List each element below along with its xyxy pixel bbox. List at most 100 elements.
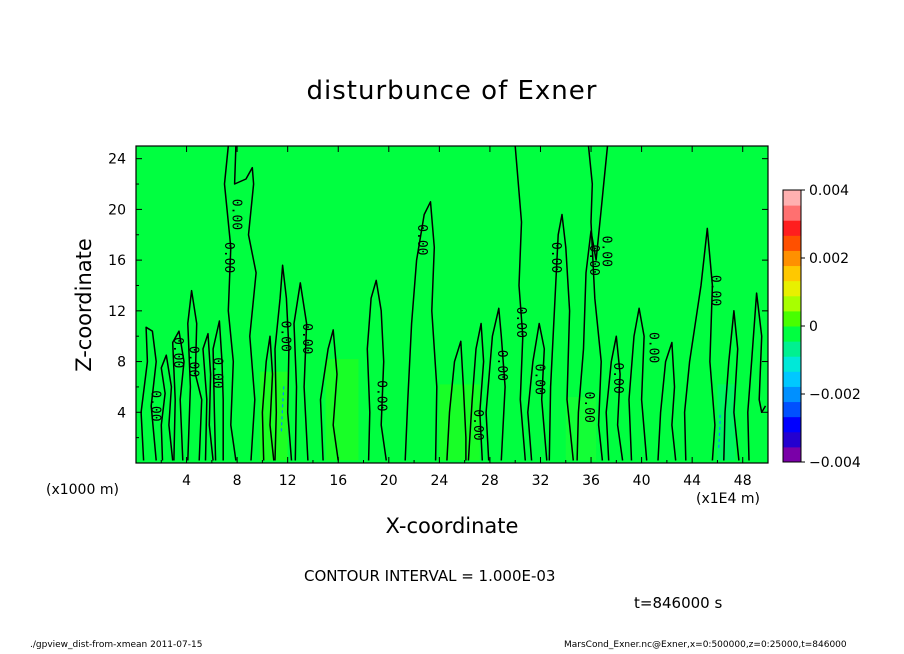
y-tick-label: 20 bbox=[108, 202, 126, 218]
colorbar-swatch bbox=[783, 310, 801, 327]
contour-label: 0.00 bbox=[645, 332, 660, 363]
contour-label: 0.00 bbox=[610, 362, 625, 393]
contour-label: 0.00 bbox=[228, 199, 243, 230]
colorbar-tick-label: −0.004 bbox=[809, 455, 861, 471]
colorbar: 0.004 0.002 0 −0.002 −0.004 bbox=[782, 183, 861, 471]
contour-label: 0.00 bbox=[278, 321, 293, 352]
contour-line bbox=[657, 341, 677, 461]
contour-line bbox=[274, 264, 293, 461]
contour-line bbox=[212, 320, 224, 461]
contour-label: 0.00 bbox=[147, 390, 162, 421]
x-tick-label: 32 bbox=[532, 473, 550, 489]
contour-label: 0.00 bbox=[221, 242, 236, 273]
contour-line bbox=[319, 329, 339, 461]
x-tick-label: 48 bbox=[734, 473, 752, 489]
colorbar-tick-label: 0.002 bbox=[809, 251, 849, 267]
x-tick-label: 12 bbox=[279, 473, 297, 489]
contour-label: 0.00 bbox=[299, 323, 314, 354]
contour-label: 0.00 bbox=[586, 244, 601, 275]
colorbar-swatch bbox=[783, 401, 801, 418]
contour-line bbox=[587, 145, 604, 461]
contour-line bbox=[548, 213, 575, 461]
colorbar-swatch bbox=[783, 431, 801, 448]
negative-contour-line bbox=[718, 412, 721, 448]
colorbar-swatch bbox=[783, 205, 801, 221]
colorbar-swatch bbox=[783, 371, 801, 387]
x-tick-label: 24 bbox=[430, 473, 448, 489]
y-tick-label: 8 bbox=[117, 355, 126, 371]
colorbar-swatch bbox=[783, 265, 801, 282]
contour-line bbox=[202, 332, 214, 461]
contour-line bbox=[446, 340, 467, 461]
contour-label: 0.00 bbox=[185, 346, 200, 377]
plot-frame bbox=[135, 145, 769, 464]
contour-line bbox=[293, 282, 309, 461]
contour-line bbox=[160, 354, 174, 461]
contour-line bbox=[171, 330, 185, 461]
contour-label: 0.00 bbox=[707, 275, 722, 306]
contour-label: 0.00 bbox=[513, 307, 528, 338]
contour-label: 0.00 bbox=[599, 236, 614, 267]
contour-line bbox=[223, 145, 237, 461]
y-tick-label: 4 bbox=[117, 405, 126, 421]
y-tick-label: 12 bbox=[108, 304, 126, 320]
contour-label: 0.00 bbox=[548, 242, 563, 273]
contour-line bbox=[683, 227, 716, 461]
contour-line bbox=[404, 201, 438, 461]
contour-line bbox=[723, 310, 740, 461]
x-tick-label: 8 bbox=[233, 473, 242, 489]
contour-line bbox=[140, 326, 157, 461]
colorbar-swatch bbox=[783, 235, 801, 251]
colorbar-swatch bbox=[783, 295, 801, 312]
footer-source-label: MarsCond_Exner.nc@Exner,x=0:500000,z=0:2… bbox=[564, 640, 847, 650]
contour-label: 0.00 bbox=[170, 337, 185, 368]
contour-line bbox=[628, 307, 648, 461]
footer-script-label: ./gpview_dist-from-xmean 2011-07-15 bbox=[30, 640, 203, 650]
tint-patch bbox=[565, 397, 597, 461]
contour-line bbox=[233, 145, 257, 461]
x-scale-label: (x1E4 m) bbox=[696, 491, 760, 507]
x-unit-label: (x1000 m) bbox=[46, 482, 119, 498]
x-tick-label: 36 bbox=[582, 473, 600, 489]
contour-layer bbox=[140, 145, 767, 461]
contour-line bbox=[527, 322, 548, 461]
colorbar-swatch bbox=[783, 416, 801, 433]
y-tick-label: 16 bbox=[108, 253, 126, 269]
colorbar-swatch bbox=[783, 446, 801, 463]
x-tick-label: 44 bbox=[683, 473, 701, 489]
colorbar-swatch bbox=[783, 386, 801, 403]
x-tick-label: 28 bbox=[481, 473, 499, 489]
contour-label: 0.00 bbox=[470, 409, 485, 440]
x-tick-label: 20 bbox=[380, 473, 398, 489]
colorbar-swatch bbox=[783, 326, 801, 342]
contour-label-layer: 0.000.00 0.00 0.000.000.000.00 0.000.000.00… bbox=[147, 199, 722, 441]
x-tick-label: 4 bbox=[182, 473, 191, 489]
colorbar-swatch bbox=[783, 356, 801, 372]
contour-line bbox=[366, 279, 388, 461]
colorbar-swatch bbox=[783, 250, 801, 267]
contour-label: 0.00 bbox=[374, 380, 389, 411]
contour-line bbox=[605, 335, 624, 461]
colorbar-tick-label: 0.004 bbox=[809, 183, 849, 199]
colorbar-swatch bbox=[783, 341, 801, 357]
x-axis: 4 8 12 16 20 24 28 32 36 40 44 48 bbox=[160, 146, 752, 489]
contour-label: 0.00 bbox=[209, 357, 224, 388]
x-axis-label: X-coordinate bbox=[385, 514, 519, 538]
tint-patch bbox=[325, 359, 359, 461]
colorbar-tick-label: 0 bbox=[809, 319, 818, 335]
y-axis: 4 8 12 16 20 24 bbox=[108, 152, 768, 439]
contour-label: 0.00 bbox=[581, 392, 596, 423]
y-tick-label: 24 bbox=[108, 152, 126, 168]
contour-line bbox=[261, 335, 275, 461]
y-axis-label: Z-coordinate bbox=[72, 238, 96, 372]
colorbar-swatch bbox=[783, 190, 801, 206]
colorbar-tick-label: −0.002 bbox=[809, 387, 861, 403]
contour-label: 0.00 bbox=[494, 350, 509, 381]
contour-line bbox=[514, 145, 527, 461]
contour-line bbox=[747, 292, 767, 461]
contour-line bbox=[485, 307, 506, 461]
chart-title: disturbunce of Exner bbox=[306, 76, 598, 106]
time-label: t=846000 s bbox=[634, 594, 723, 612]
negative-contour-line bbox=[280, 384, 285, 432]
